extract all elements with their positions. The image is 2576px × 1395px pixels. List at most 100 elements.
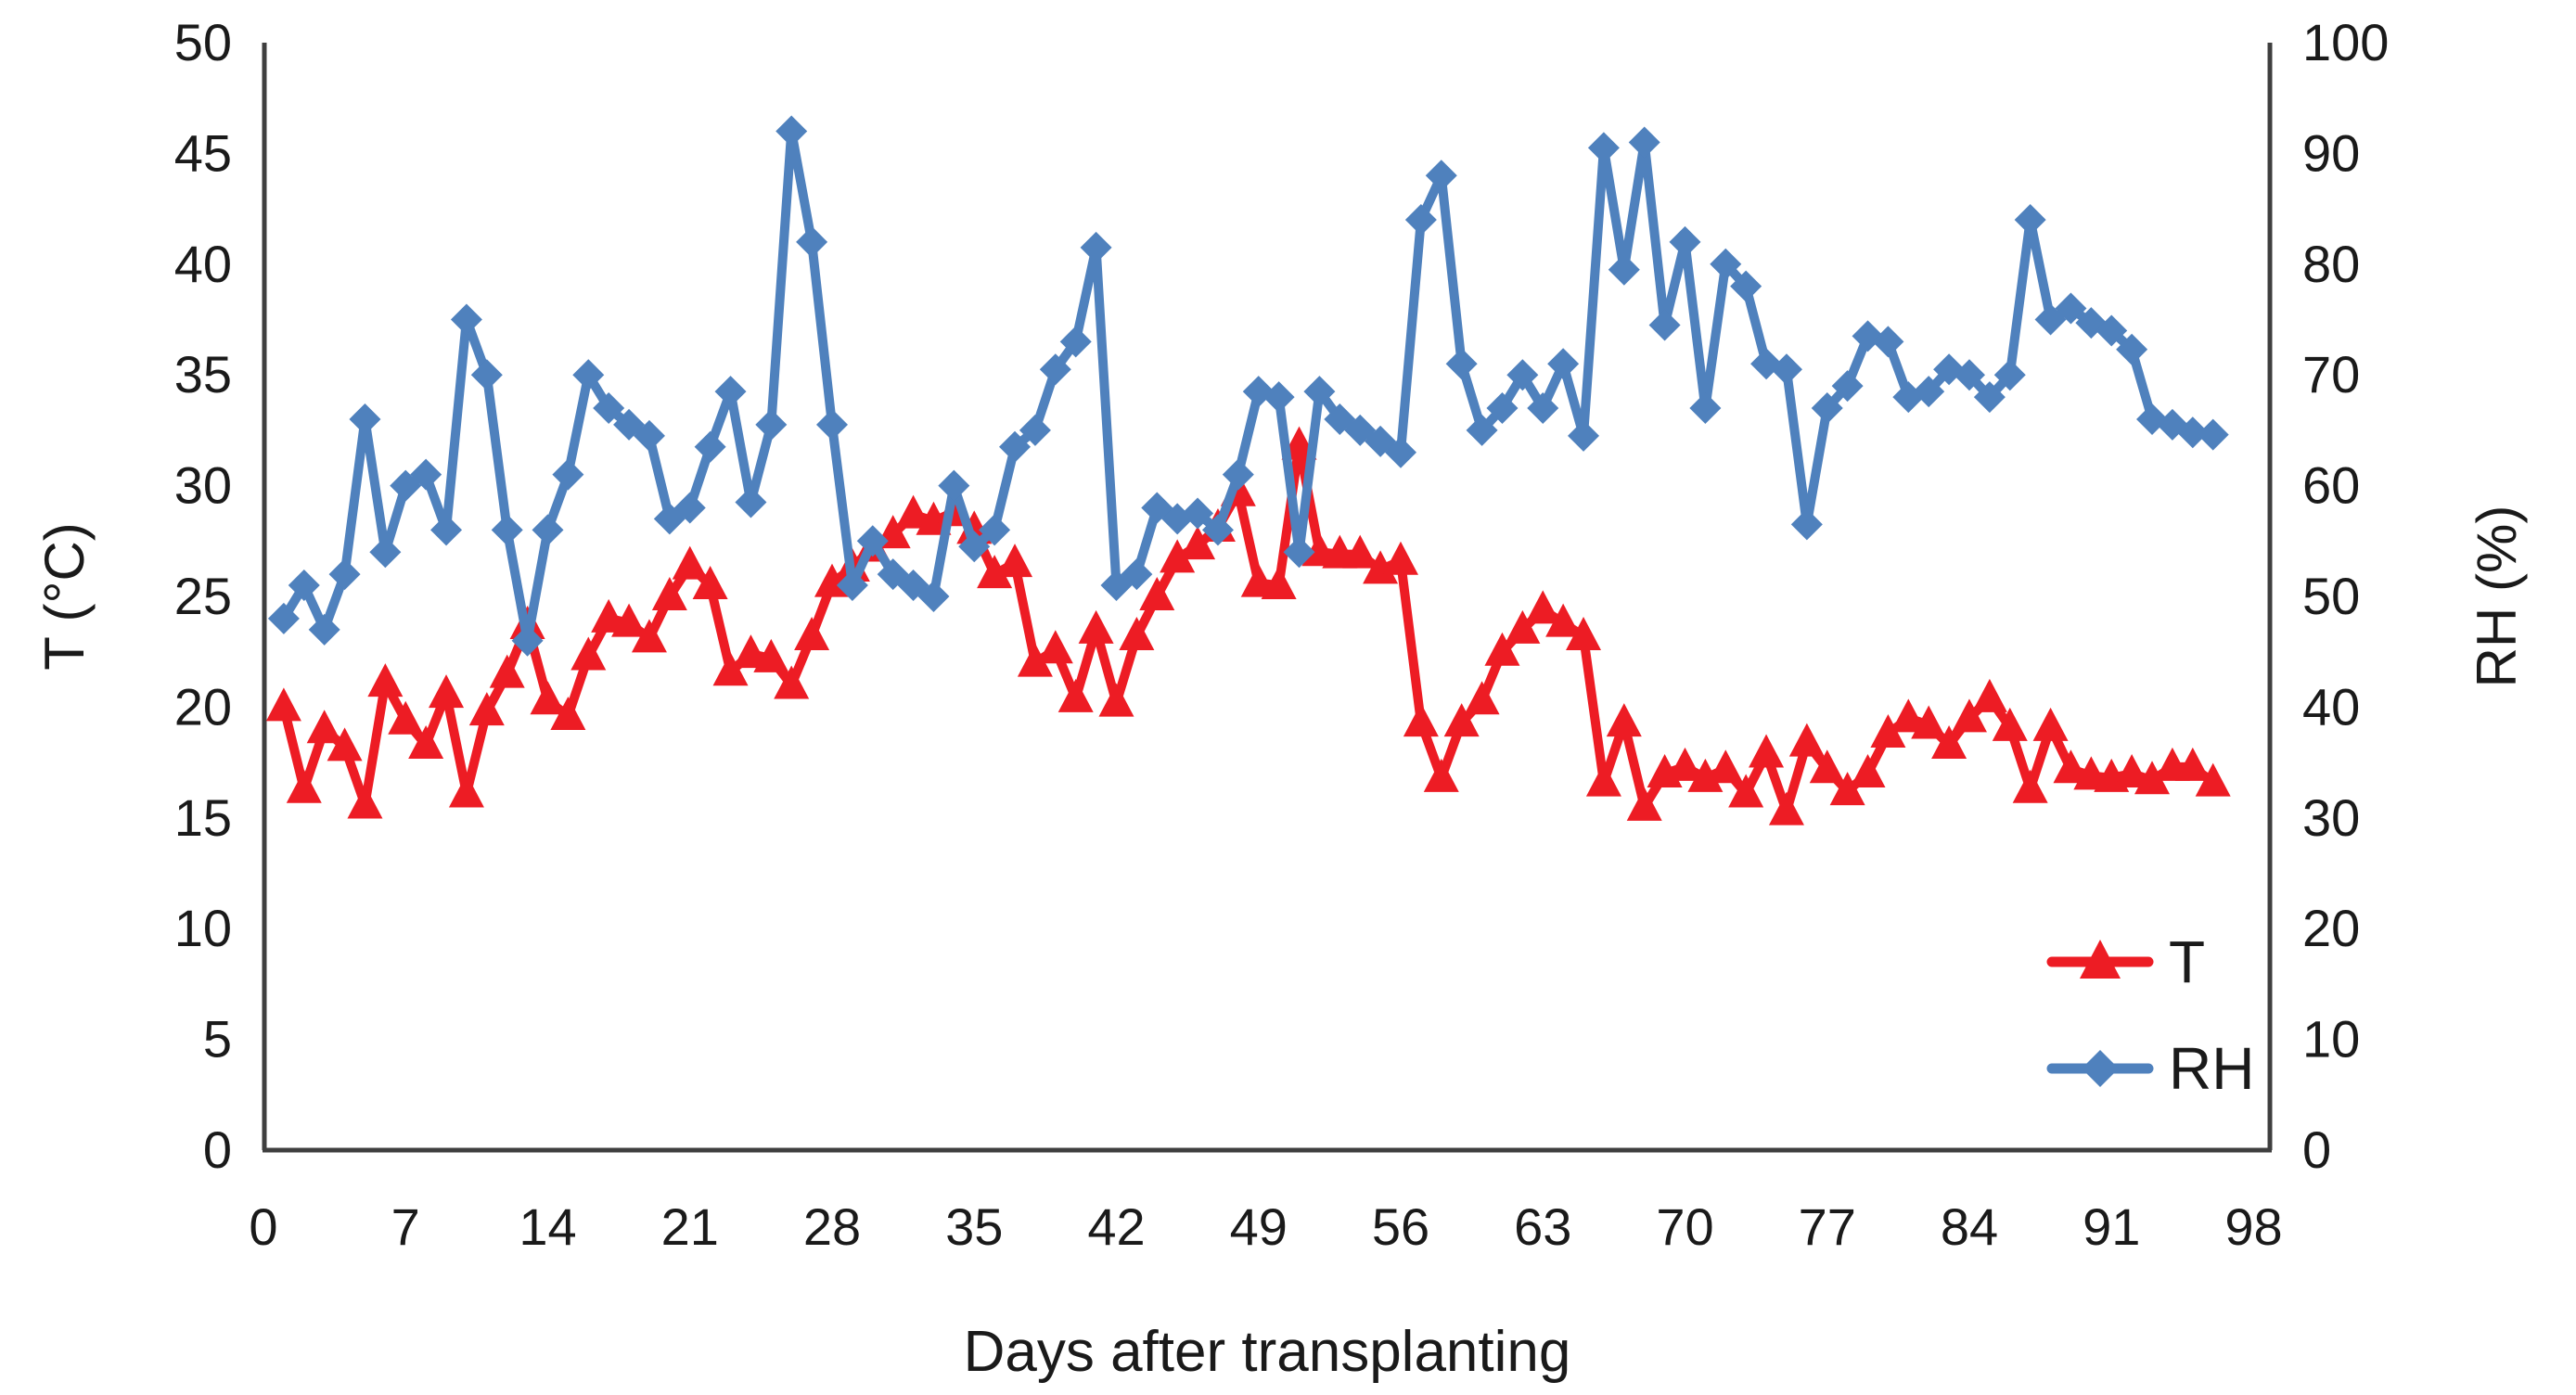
t-marker-triangle [1057,678,1094,712]
rh-marker-diamond [1039,353,1071,386]
rh-marker-diamond [1831,370,1864,403]
t-marker-triangle [367,663,404,698]
t-marker-triangle [1566,616,1602,650]
t-marker-triangle [1505,609,1541,644]
rh-marker-diamond [633,419,665,452]
rh-marker-diamond [1019,414,1051,446]
t-marker-triangle [1749,734,1785,768]
x-axis-title: Days after transplanting [964,1320,1571,1384]
rh-marker-diamond [796,225,828,258]
rh-marker-diamond [1973,381,2006,414]
x-tick-label: 77 [1799,1197,1856,1256]
y-left-tick-label: 30 [174,456,232,515]
y-right-tick-label: 70 [2302,345,2360,403]
rh-marker-diamond [979,514,1011,546]
y-left-tick-label: 45 [174,123,232,182]
y-left-tick-label: 25 [174,567,232,625]
t-marker-triangle [408,724,444,759]
t-marker-triangle [1626,787,1662,821]
y-axis-right-title: RH (%) [2466,506,2528,688]
t-marker-triangle [1992,707,2028,741]
rh-marker-diamond [2055,292,2087,325]
t-marker-triangle [1788,723,1825,757]
t-marker-triangle [1139,577,1175,610]
t-marker-triangle [1971,678,2007,712]
y-left-tick-label: 10 [174,899,232,957]
y-right-tick-label: 10 [2302,1010,2360,1069]
t-marker-triangle [1870,714,1906,749]
rh-marker-diamond [2116,333,2148,365]
rh-marker-diamond [2176,416,2209,449]
y-right-tick-label: 60 [2302,456,2360,515]
rh-marker-diamond [267,602,300,634]
t-marker-triangle [712,652,749,686]
rh-marker-diamond [1648,309,1681,341]
rh-marker-diamond [2197,418,2229,451]
rh-marker-diamond [470,359,503,391]
x-tick-label: 70 [1656,1197,1713,1256]
t-marker-triangle [1037,630,1073,664]
x-tick-label: 35 [945,1197,1003,1256]
t-marker-triangle [1484,632,1520,666]
rh-marker-diamond [1811,392,1843,425]
t-marker-triangle [631,619,667,653]
t-marker-triangle [1911,705,1947,739]
t-marker-triangle [1728,774,1764,808]
x-tick-label: 63 [1514,1197,1571,1256]
rh-marker-diamond [1182,497,1214,530]
t-marker-triangle [1768,791,1804,825]
rh-marker-diamond [673,492,706,524]
rh-marker-diamond [836,570,868,602]
rh-marker-diamond [1059,326,1092,358]
t-marker-triangle [530,681,566,715]
t-marker-triangle [2195,762,2231,797]
rh-marker-diamond [999,430,1032,463]
t-marker-triangle [1078,609,1114,644]
rh-marker-diamond [2082,1050,2119,1087]
rh-marker-diamond [572,359,605,391]
rh-marker-diamond [1445,348,1478,380]
y-right-tick-label: 20 [2302,899,2360,957]
t-marker-triangle [550,696,586,730]
t-marker-triangle [651,577,687,610]
t-marker-triangle [774,665,810,699]
y-right-tick-label: 50 [2302,567,2360,625]
t-marker-triangle [1017,643,1053,677]
rh-marker-diamond [714,376,747,408]
rh-marker-diamond [1303,376,1336,408]
rh-marker-diamond [735,486,767,518]
x-tick-label: 21 [661,1197,719,1256]
rh-marker-diamond [430,514,463,546]
t-marker-triangle [1180,526,1216,560]
t-marker-triangle [265,687,301,722]
rh-marker-diamond [1547,348,1580,380]
rh-marker-diamond [1080,231,1112,263]
x-tick-label: 28 [803,1197,861,1256]
t-marker-triangle [1708,749,1744,784]
rh-marker-diamond [1669,225,1701,258]
t-marker-triangle [1160,539,1196,573]
rh-marker-diamond [2014,204,2046,237]
rh-marker-diamond [1384,436,1416,468]
rh-marker-diamond [1710,248,1742,280]
t-marker-triangle [591,598,627,633]
x-tick-label: 7 [391,1197,420,1256]
rh-marker-diamond [958,531,991,563]
legend-label-T: T [2169,928,2205,995]
rh-marker-diamond [694,430,726,463]
rh-marker-diamond [1201,514,1234,546]
rh-marker-diamond [1222,458,1254,491]
rh-marker-diamond [288,570,320,602]
t-marker-triangle [570,636,607,671]
t-marker-triangle [1261,566,1297,600]
y-right-tick-label: 80 [2302,235,2360,293]
rh-marker-diamond [2095,314,2128,347]
t-marker-triangle [429,674,465,709]
rh-marker-diamond [775,115,808,147]
x-tick-label: 91 [2083,1197,2140,1256]
rh-marker-diamond [1568,419,1600,452]
t-marker-triangle [1850,754,1886,788]
t-marker-triangle [489,654,525,688]
rh-marker-diamond [815,408,848,441]
